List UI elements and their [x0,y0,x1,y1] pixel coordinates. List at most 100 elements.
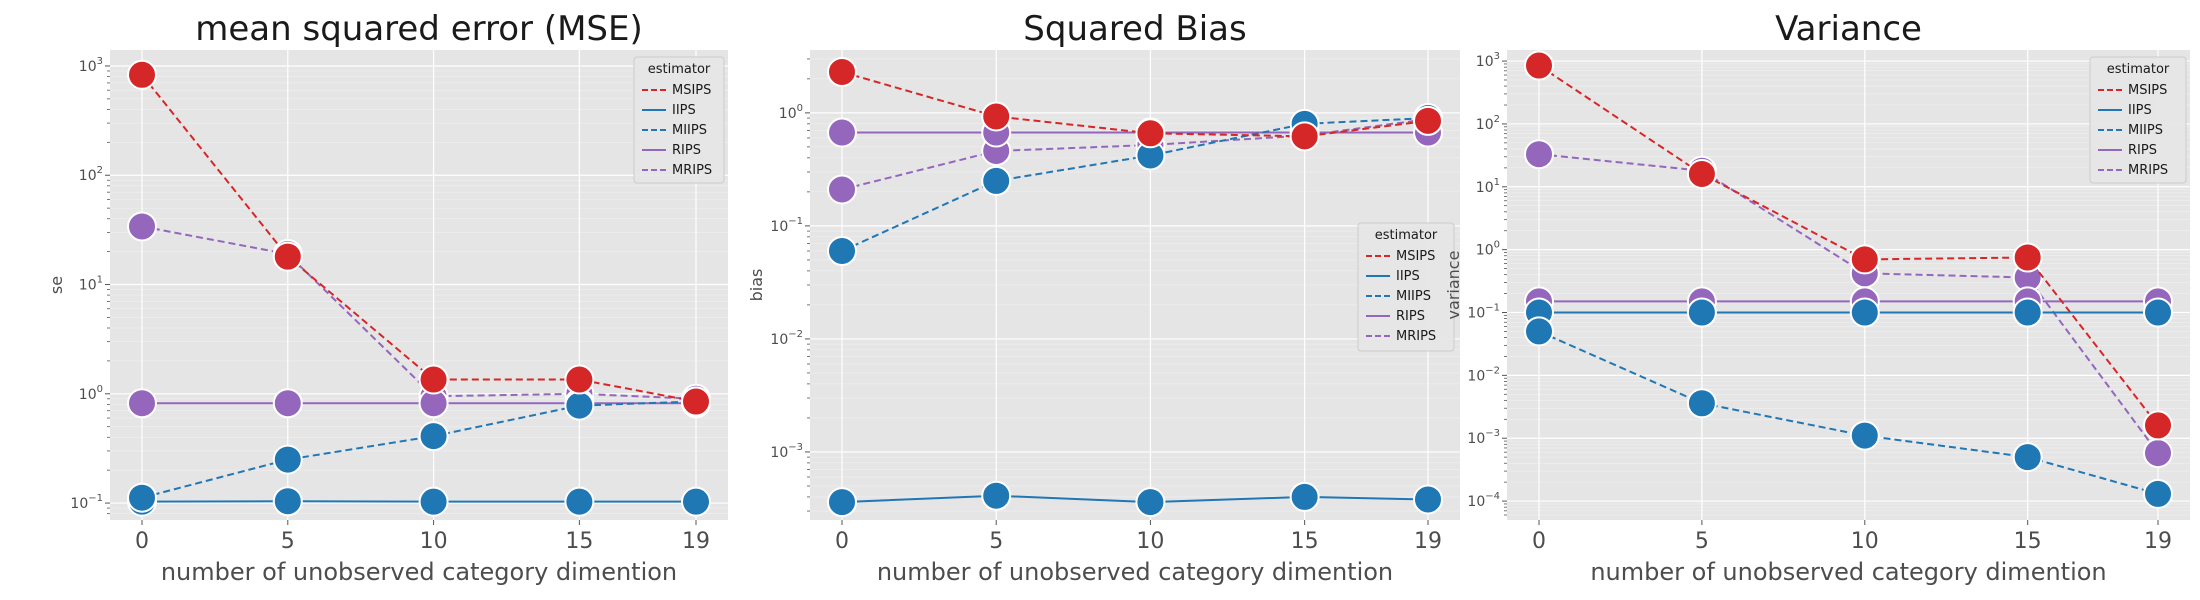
data-point [127,59,157,90]
legend-title: estimator [1375,228,1438,243]
data-point [1413,105,1443,136]
y-tick-label-base: 10 [79,278,97,294]
data-point [981,165,1012,196]
y-tick-label-exponent: 3 [1494,51,1500,62]
legend-label-rips: RIPS [2128,143,2157,158]
data-point [272,241,303,272]
x-tick-label: 0 [135,529,149,554]
legend-label-msips: MSIPS [672,83,711,98]
x-axis-label: number of unobserved category dimention [1590,558,2106,586]
data-point [1849,244,1880,275]
legend-label-mrips: MRIPS [1396,329,1436,344]
data-point [272,444,303,475]
y-tick-label-base: 10 [1467,494,1485,510]
legend-box [2089,56,2187,184]
plot-area [1507,50,2190,520]
y-tick-label: 102 [1476,114,1500,133]
data-point [418,364,449,395]
y-tick-label: 10−3 [770,442,803,461]
x-tick-label: 5 [1695,529,1709,554]
data-point [681,486,711,517]
legend-label-miips: MIIPS [1396,289,1431,304]
y-tick-label-base: 10 [770,332,788,348]
data-point [127,482,157,513]
y-axis-label: se [47,276,66,294]
y-tick-label-exponent: 1 [97,275,103,286]
y-tick-label-base: 10 [1467,431,1485,447]
series-miips [1524,316,2173,509]
data-point [827,235,857,266]
x-tick-label: 19 [2144,529,2172,554]
y-tick-label-exponent: −4 [1485,491,1500,502]
y-tick-label: 10−1 [1467,303,1500,322]
y-tick-label-exponent: −3 [788,442,803,453]
y-tick-label: 102 [79,165,103,184]
data-point [1135,487,1166,518]
y-tick-label-base: 10 [1476,180,1494,196]
legend-label-rips: RIPS [672,143,701,158]
y-tick-label: 100 [779,103,803,122]
y-tick-label-base: 10 [779,106,797,122]
y-tick-label-base: 10 [79,59,97,75]
data-point [1849,420,1880,451]
y-tick-label-exponent: 0 [97,384,103,395]
series-msips [127,59,711,417]
y-tick-label-exponent: 1 [1494,177,1500,188]
y-tick-label-base: 10 [1476,117,1494,133]
legend: estimator MSIPS IIPS MIIPS RIPS MRIPS [1357,222,1455,352]
data-point [1413,484,1443,515]
y-tick-label: 100 [79,384,103,403]
data-point [564,364,595,395]
legend: estimator MSIPS IIPS MIIPS RIPS MRIPS [2089,56,2187,184]
legend-label-iips: IIPS [672,103,696,118]
y-tick-label-exponent: −1 [788,216,803,227]
chart-title: Squared Bias [1023,9,1246,49]
data-point [827,174,857,205]
x-axis-label: number of unobserved category dimention [877,558,1393,586]
series-msips [1524,50,2173,441]
y-tick-label-base: 10 [70,496,88,512]
y-tick-label: 10−2 [770,329,803,348]
chart-title: mean squared error (MSE) [195,9,643,49]
data-point [2143,410,2173,441]
series-line-msips [841,71,1429,138]
y-tick-label-exponent: 2 [97,165,103,176]
legend-title: estimator [2107,62,2170,77]
data-point [981,101,1012,132]
data-point [2012,297,2043,328]
y-tick-label: 10−4 [1467,491,1500,510]
y-tick-label-exponent: −3 [1485,428,1500,439]
y-tick-label: 10−1 [70,493,103,512]
legend-title: estimator [648,62,711,77]
x-tick-label: 15 [1291,529,1319,554]
data-point [2143,297,2173,328]
legend-label-mrips: MRIPS [672,163,712,178]
data-point [564,390,595,421]
data-point [127,211,157,242]
y-tick-label-exponent: 0 [797,103,803,114]
y-tick-label: 100 [1476,240,1500,259]
x-tick-label: 0 [835,529,849,554]
legend-label-iips: IIPS [2128,103,2152,118]
y-tick-label-base: 10 [1467,306,1485,322]
legend-label-miips: MIIPS [2128,123,2163,138]
data-point [1524,316,1554,347]
x-tick-label: 19 [1414,529,1442,554]
data-point [1524,50,1554,81]
data-point [2143,478,2173,509]
data-point [418,421,449,452]
data-point [981,480,1012,511]
y-tick-label: 103 [1476,51,1500,70]
y-tick-label-exponent: −2 [788,329,803,340]
x-tick-label: 0 [1532,529,1546,554]
data-point [1524,139,1554,170]
legend-label-mrips: MRIPS [2128,163,2168,178]
legend: estimator MSIPS IIPS MIIPS RIPS MRIPS [633,56,725,184]
legend-label-msips: MSIPS [2128,83,2167,98]
data-point [827,487,857,518]
x-tick-label: 5 [281,529,295,554]
series-miips [827,103,1443,266]
x-axis-label: number of unobserved category dimention [161,558,677,586]
